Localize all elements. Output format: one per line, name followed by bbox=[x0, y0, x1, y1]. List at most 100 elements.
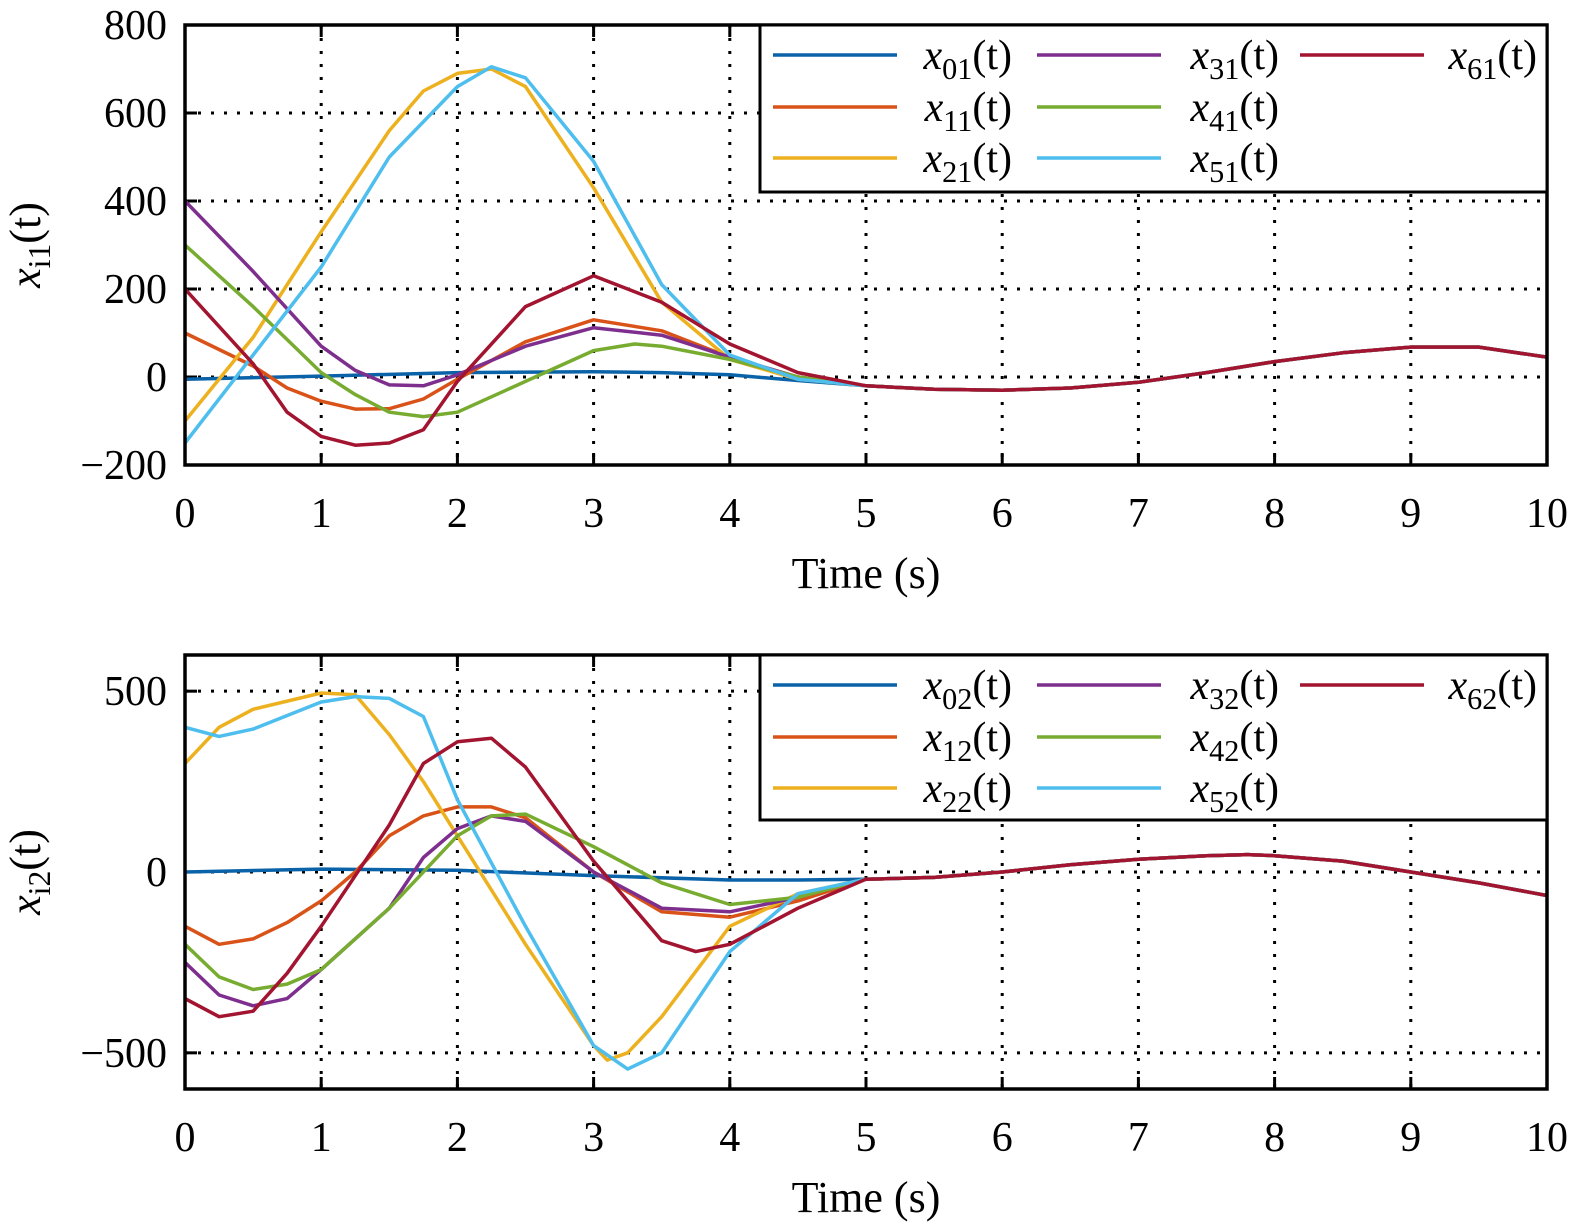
y-axis-label-group: xi2(t) bbox=[1, 829, 57, 916]
series-line-x61 bbox=[185, 274, 1547, 447]
label-argument: (t) bbox=[972, 136, 1012, 182]
x-tick-label: 1 bbox=[311, 1115, 332, 1161]
y-tick-label: 600 bbox=[104, 91, 167, 137]
legend-item: x41(t) bbox=[1037, 85, 1279, 138]
label-subscript: 12 bbox=[942, 734, 972, 768]
legend-item: x11(t) bbox=[773, 85, 1012, 138]
x-tick-label: 3 bbox=[583, 491, 604, 537]
x-tick-label: 4 bbox=[719, 491, 740, 537]
label-subscript: 22 bbox=[942, 785, 972, 819]
label-base: x bbox=[1189, 663, 1209, 709]
x-tick-label: 2 bbox=[447, 491, 468, 537]
legend-label: x41(t) bbox=[1189, 85, 1279, 138]
plot-1: 0 1 2 3 4 5 6 7 8 9 10−2000200400600800x01(t)x11(t… bbox=[1, 3, 1568, 598]
y-tick-label: −200 bbox=[80, 443, 167, 489]
label-base: x bbox=[922, 136, 942, 182]
label-argument: (t) bbox=[972, 663, 1012, 709]
legend-item: x12(t) bbox=[773, 715, 1012, 768]
legend-label: x52(t) bbox=[1189, 766, 1279, 819]
y-axis-label: xi1(t) bbox=[1, 202, 57, 289]
legend-label: x61(t) bbox=[1447, 33, 1537, 86]
x-tick-label: 6 bbox=[992, 491, 1013, 537]
label-base: x bbox=[922, 766, 942, 812]
y-axis-label-group: xi1(t) bbox=[1, 202, 57, 289]
x-tick-label: 3 bbox=[583, 1115, 604, 1161]
label-base: x bbox=[922, 663, 942, 709]
x-tick-label: 10 bbox=[1526, 1115, 1568, 1161]
label-base: x bbox=[1189, 766, 1209, 812]
x-tick-label: 8 bbox=[1264, 491, 1285, 537]
y-tick-label: 200 bbox=[104, 267, 167, 313]
legend-label: x62(t) bbox=[1447, 663, 1537, 716]
legend-label: x31(t) bbox=[1189, 33, 1279, 86]
label-argument: (t) bbox=[1239, 766, 1279, 812]
y-tick-label: 800 bbox=[104, 3, 167, 49]
label-argument: (t) bbox=[1239, 663, 1279, 709]
legend-label: x32(t) bbox=[1189, 663, 1279, 716]
label-subscript: 52 bbox=[1209, 785, 1239, 819]
legend-item: x51(t) bbox=[1037, 136, 1279, 189]
label-argument: (t) bbox=[1, 202, 50, 244]
x-tick-label: 2 bbox=[447, 1115, 468, 1161]
x-tick-label: 7 bbox=[1128, 491, 1149, 537]
label-argument: (t) bbox=[972, 85, 1012, 131]
legend-item: x22(t) bbox=[773, 766, 1012, 819]
label-subscript: 01 bbox=[942, 52, 972, 86]
legend-item: x61(t) bbox=[1300, 33, 1537, 86]
series-line-x42 bbox=[185, 812, 1547, 992]
legend-item: x32(t) bbox=[1037, 663, 1279, 716]
label-subscript: 51 bbox=[1209, 155, 1239, 189]
label-subscript: 31 bbox=[1209, 52, 1239, 86]
y-axis-label: xi2(t) bbox=[1, 829, 57, 916]
label-argument: (t) bbox=[972, 766, 1012, 812]
legend-item: x42(t) bbox=[1037, 715, 1279, 768]
legend-item: x02(t) bbox=[773, 663, 1012, 716]
legend-label: x12(t) bbox=[922, 715, 1012, 768]
series-line-x62 bbox=[185, 736, 1547, 1019]
series-line-x31 bbox=[185, 199, 1547, 392]
label-argument: (t) bbox=[1239, 85, 1279, 131]
x-tick-label: 6 bbox=[992, 1115, 1013, 1161]
legend-label: x42(t) bbox=[1189, 715, 1279, 768]
label-subscript: 21 bbox=[942, 155, 972, 189]
legend: x02(t)x12(t)x22(t)x32(t)x42(t)x52(t)x62(… bbox=[758, 653, 1549, 822]
x-tick-label: 9 bbox=[1400, 491, 1421, 537]
x-tick-label: 7 bbox=[1128, 1115, 1149, 1161]
label-argument: (t) bbox=[972, 33, 1012, 79]
x-tick-label: 9 bbox=[1400, 1115, 1421, 1161]
y-tick-label: 400 bbox=[104, 179, 167, 225]
label-subscript: 11 bbox=[943, 104, 972, 138]
series-group bbox=[185, 65, 1547, 447]
series-line-x32 bbox=[185, 814, 1547, 1008]
x-tick-label: 8 bbox=[1264, 1115, 1285, 1161]
label-argument: (t) bbox=[972, 715, 1012, 761]
label-subscript: 41 bbox=[1209, 104, 1239, 138]
label-base: x bbox=[1189, 715, 1209, 761]
legend-item: x21(t) bbox=[773, 136, 1012, 189]
x-tick-label: 5 bbox=[856, 491, 877, 537]
label-argument: (t) bbox=[1239, 33, 1279, 79]
label-base: x bbox=[1447, 663, 1467, 709]
legend-label: x22(t) bbox=[922, 766, 1012, 819]
y-tick-label: 0 bbox=[146, 355, 167, 401]
legend-label: x02(t) bbox=[922, 663, 1012, 716]
x-tick-label: 0 bbox=[175, 1115, 196, 1161]
x-tick-label: 5 bbox=[856, 1115, 877, 1161]
legend-label: x51(t) bbox=[1189, 136, 1279, 189]
label-subscript: 62 bbox=[1467, 682, 1497, 716]
y-tick-label: 500 bbox=[104, 669, 167, 715]
legend-item: x31(t) bbox=[1037, 33, 1279, 86]
x-tick-label: 10 bbox=[1526, 491, 1568, 537]
label-base: x bbox=[1, 895, 50, 916]
legend-label: x21(t) bbox=[922, 136, 1012, 189]
x-tick-label: 0 bbox=[175, 491, 196, 537]
label-argument: (t) bbox=[1239, 715, 1279, 761]
legend-item: x52(t) bbox=[1037, 766, 1279, 819]
legend-item: x62(t) bbox=[1300, 663, 1537, 716]
legend: x01(t)x11(t)x21(t)x31(t)x41(t)x51(t)x61(… bbox=[758, 23, 1549, 194]
label-base: x bbox=[1189, 85, 1209, 131]
label-base: x bbox=[924, 85, 944, 131]
series-group bbox=[185, 691, 1547, 1071]
